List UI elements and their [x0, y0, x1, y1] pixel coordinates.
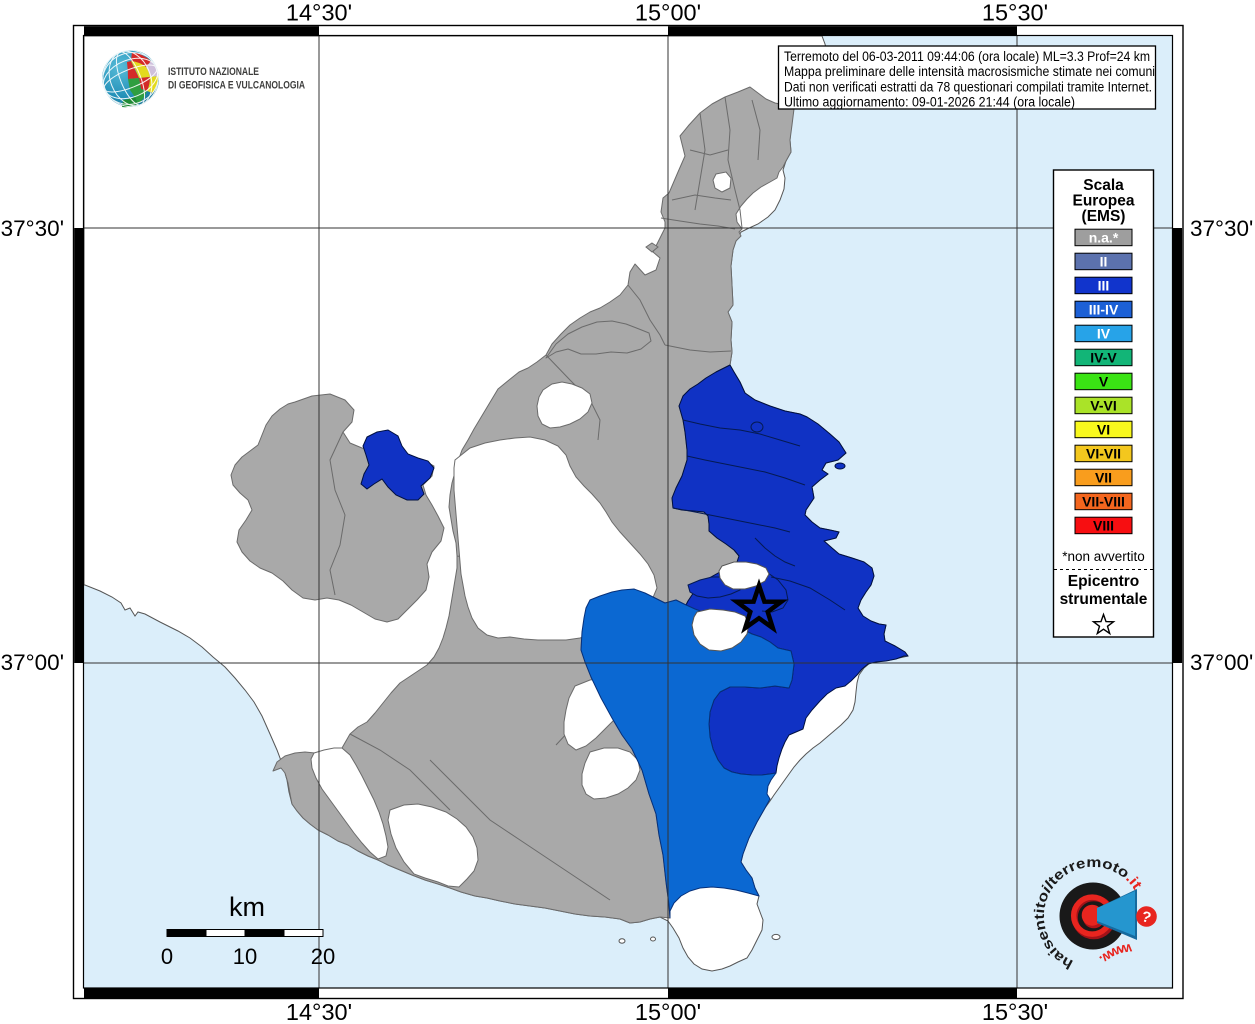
svg-text:37°00': 37°00' [1, 650, 64, 675]
svg-text:Scala: Scala [1083, 177, 1124, 194]
svg-text:37°30': 37°30' [1190, 216, 1253, 241]
svg-text:37°30': 37°30' [1, 216, 64, 241]
svg-text:strumentale: strumentale [1060, 591, 1148, 608]
svg-text:V: V [1099, 373, 1109, 389]
svg-text:VIII: VIII [1093, 517, 1114, 533]
svg-text:km: km [229, 892, 265, 922]
svg-text:Europea: Europea [1072, 193, 1134, 210]
svg-text:n.a.*: n.a.* [1089, 229, 1119, 245]
svg-text:15°30': 15°30' [982, 0, 1048, 26]
svg-text:IV: IV [1097, 325, 1111, 341]
svg-text:20: 20 [311, 944, 335, 969]
svg-text:15°00': 15°00' [635, 999, 701, 1024]
svg-text:37°00': 37°00' [1190, 650, 1253, 675]
svg-text:Dati non verificati estratti d: Dati non verificati estratti da 78 quest… [784, 79, 1152, 94]
svg-text:VI-VII: VI-VII [1086, 445, 1121, 461]
svg-text:Mappa preliminare delle intens: Mappa preliminare delle intensità macros… [784, 64, 1155, 79]
svg-text:VII-VIII: VII-VIII [1082, 493, 1125, 509]
svg-text:V-VI: V-VI [1090, 397, 1116, 413]
svg-text:Epicentro: Epicentro [1068, 573, 1139, 590]
svg-text:DI GEOFISICA E VULCANOLOGIA: DI GEOFISICA E VULCANOLOGIA [168, 80, 305, 92]
svg-text:15°30': 15°30' [982, 999, 1048, 1024]
svg-text:ISTITUTO NAZIONALE: ISTITUTO NAZIONALE [168, 66, 259, 78]
svg-text:II: II [1100, 253, 1108, 269]
svg-text:15°00': 15°00' [635, 0, 701, 26]
svg-text:Terremoto del 06-03-2011 09:44: Terremoto del 06-03-2011 09:44:06 (ora l… [784, 49, 1150, 64]
svg-text:14°30': 14°30' [286, 999, 352, 1024]
svg-text:IV-V: IV-V [1090, 349, 1117, 365]
svg-text:14°30': 14°30' [286, 0, 352, 26]
svg-text:?: ? [1140, 908, 1153, 927]
svg-text:III-IV: III-IV [1089, 301, 1119, 317]
svg-text:VI: VI [1097, 421, 1110, 437]
svg-text:(EMS): (EMS) [1082, 208, 1126, 225]
svg-text:Ultimo aggiornamento: 09-01-20: Ultimo aggiornamento: 09-01-2026 21:44 (… [784, 95, 1075, 110]
svg-text:III: III [1098, 277, 1110, 293]
svg-text:VII: VII [1095, 469, 1112, 485]
svg-text:*non avvertito: *non avvertito [1062, 549, 1145, 564]
svg-text:10: 10 [233, 944, 257, 969]
svg-text:0: 0 [161, 944, 173, 969]
